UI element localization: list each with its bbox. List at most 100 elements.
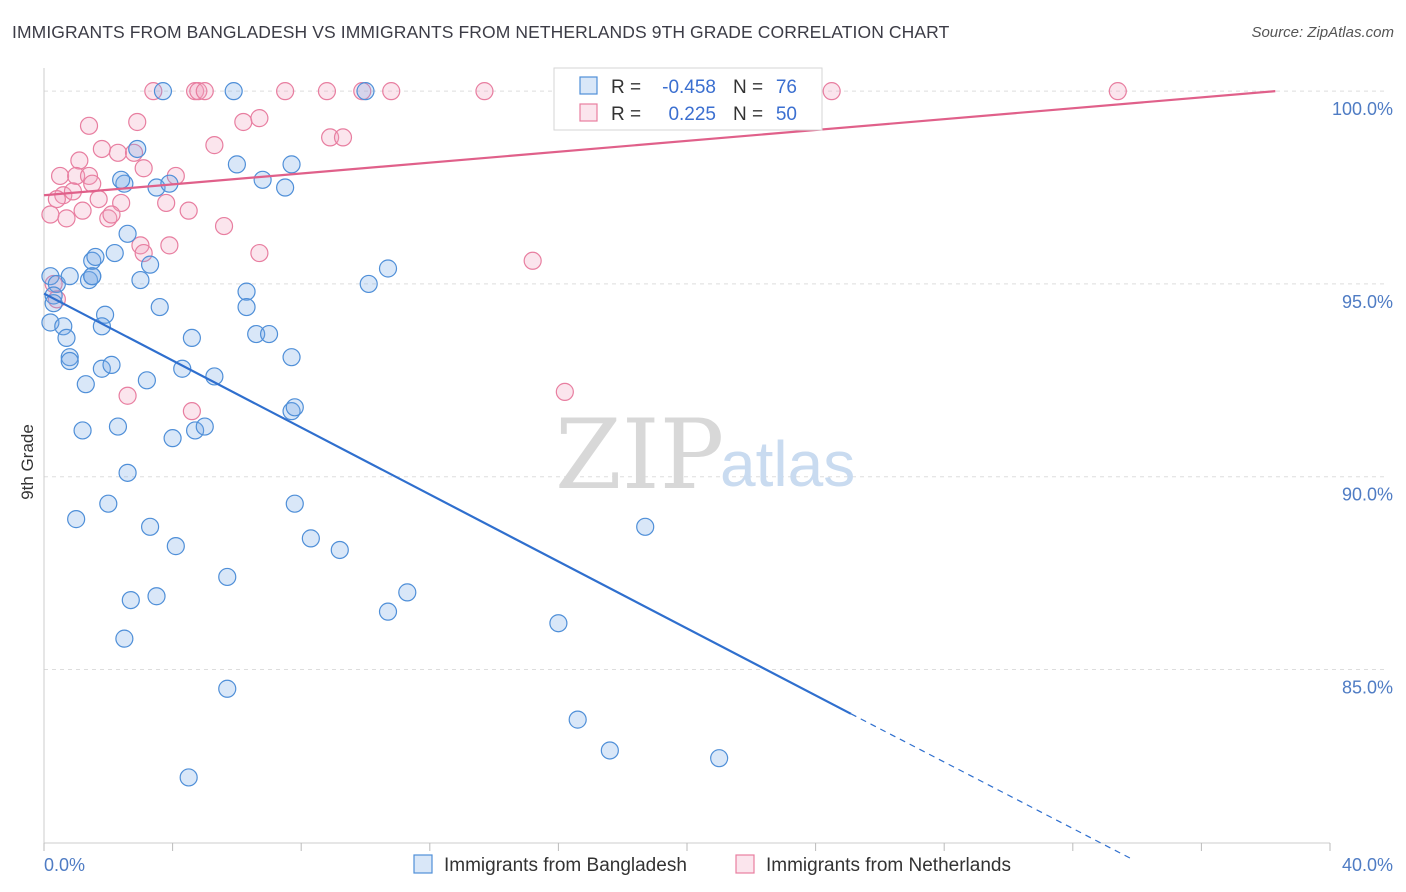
data-point [112,170,131,189]
data-point [50,166,70,186]
chart-title: IMMIGRANTS FROM BANGLADESH VS IMMIGRANTS… [12,22,950,42]
x-tick-labels: 0.0% 40.0% [44,855,1393,875]
data-point [76,375,95,394]
trend-line-netherlands [43,90,1276,197]
trend-line-bangladesh [43,292,852,715]
watermark: ZIP atlas [555,399,855,511]
legend-r-value-2: 0.225 [668,104,716,125]
data-point [1108,82,1127,101]
data-point [92,139,111,159]
data-point [224,82,243,101]
data-point [382,82,401,101]
data-point [118,463,137,482]
data-point [128,112,147,132]
data-point [822,82,841,101]
data-point [115,629,134,648]
correlation-legend: R = -0.458 N = 76 R = 0.225 N = 50 [553,67,823,131]
data-point [67,510,86,529]
watermark-zip: ZIP [555,399,724,511]
series-legend-label-netherlands: Immigrants from Netherlands [766,855,1011,876]
data-point [70,151,89,170]
legend-r-value-1: -0.458 [662,77,716,98]
source-credit: Source: ZipAtlas.com [1251,24,1394,41]
data-point [128,139,147,159]
legend-n-value-1: 76 [776,77,797,98]
data-point [205,136,224,155]
data-point [276,82,295,101]
data-point [259,324,279,344]
data-point [67,166,86,186]
data-point [153,82,173,101]
data-point [60,351,79,371]
data-point [600,741,619,760]
data-point [44,294,63,313]
series-legend-swatch-bangladesh [413,854,433,874]
data-point [108,417,128,436]
y-tick-label: 95.0% [1342,292,1393,312]
series-netherlands-points [41,82,1127,421]
data-point [250,109,269,128]
data-point [186,421,205,440]
data-point [118,224,137,243]
data-point [179,768,198,787]
data-point [710,749,729,768]
data-point [523,251,542,270]
data-point [41,205,60,224]
legend-frame [553,67,823,131]
data-point [218,567,237,587]
series-legend: Immigrants from Bangladesh Immigrants fr… [413,854,1011,876]
data-point [568,710,587,729]
data-point [237,282,256,301]
data-point [179,201,198,220]
data-point [140,255,160,274]
data-point [57,328,76,348]
data-point [118,386,137,405]
legend-n-label-2: N = [733,104,763,125]
data-point [150,297,169,317]
data-point [333,128,353,147]
data-point [166,537,185,556]
trend-line-bangladesh-extension [850,713,1131,859]
data-point [321,128,340,147]
legend-r-label-2: R = [611,104,641,125]
data-point [555,382,574,401]
legend-n-label-1: N = [733,77,763,98]
data-point [282,155,301,174]
data-point [92,359,111,378]
legend-swatch-netherlands [579,103,598,122]
data-point [250,243,269,263]
data-point [86,247,105,267]
data-point [218,679,237,698]
y-tick-labels: 85.0% 90.0% 95.0% 100.0% [1332,99,1393,697]
data-point [195,82,214,101]
data-point [636,517,655,536]
legend-n-value-2: 50 [776,104,797,125]
data-point [131,270,150,290]
data-point [140,517,160,536]
y-tick-label: 85.0% [1342,677,1393,697]
data-point [285,398,304,417]
data-point [73,421,92,440]
data-point [54,317,73,336]
data-point [60,348,79,367]
data-point [330,540,349,560]
x-tick-label-min: 0.0% [44,855,85,875]
y-axis-label: 9th Grade [18,424,37,500]
data-point [276,178,295,197]
data-point [144,82,163,101]
data-point [182,328,201,348]
data-point [102,355,121,374]
data-point [163,429,182,448]
data-point [234,112,253,132]
data-point [108,143,128,162]
axes [43,68,1331,851]
data-point [301,529,320,548]
data-point [105,243,124,263]
watermark-atlas: atlas [720,428,855,500]
legend-swatch-bangladesh [579,76,598,95]
data-point [160,236,179,255]
y-tick-label: 100.0% [1332,99,1393,119]
data-point [134,243,153,263]
series-bangladesh-points [41,82,729,787]
